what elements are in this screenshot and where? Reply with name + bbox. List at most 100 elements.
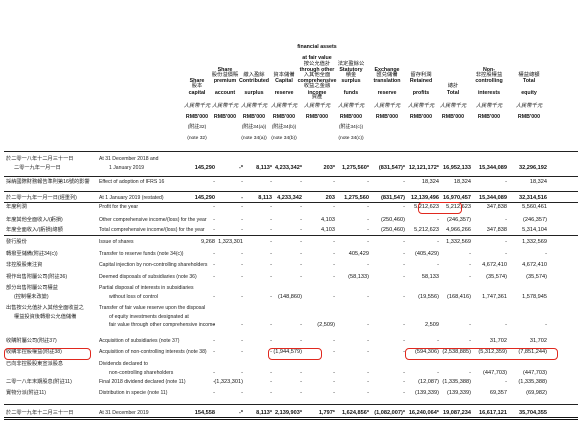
column-label-en: controlling [475,78,503,84]
table-cell: 32,296,192 [519,164,547,171]
table-cell: - [367,379,369,385]
row-label-zh: 實物分派(附註11) [6,390,46,396]
table-cell: 5,314,104 [522,227,547,233]
table-cell: 18,324 [421,179,439,185]
column-label-en: profits [412,89,430,96]
table-cell: - [213,293,215,300]
table-cell: - [437,239,439,245]
table-cell: - [367,322,369,328]
row-label-en: without loss of control [109,293,158,300]
table-cell: - [403,204,405,210]
row-label-zh: 二零一八年末期股息(附註11) [6,379,72,385]
table-cell: - [505,239,507,245]
table-cell: - [241,349,243,355]
row-label-zh: 於二零一九年一月一日(經重列) [6,195,77,201]
table-cell: 5,212,623 [414,227,439,233]
row-label-en: Partial disposal of interests in subsidi… [99,285,194,291]
column-label-en: Share [217,66,233,73]
row-label-en: Deemed disposals of subsidiaries (note 3… [99,274,197,280]
column-label-zh: 按公允值計入其他全面收益之金融資產 [303,61,331,100]
row-label-en: Other comprehensive income/(loss) for th… [99,217,207,223]
table-cell: (246,357) [523,217,547,223]
table-cell: - [505,217,507,223]
column-label-en: financial assets [297,43,337,50]
table-cell: - [300,179,302,185]
table-cell: - [241,262,243,268]
row-label-zh: 收購附屬公司(附註37) [6,338,57,344]
column-label-en: reserve [377,89,397,96]
column-note: (note 34(c)) [338,136,364,141]
highlight-capital-reserve [268,348,322,360]
table-cell: (1,082,007)* [374,410,405,416]
row-label-zh: 權益投資後轉撥公允值儲備 [14,313,77,320]
column-label-zh: 繳入盈餘 [243,72,265,78]
table-cell: - [403,338,405,344]
table-cell: 58,133 [421,274,439,280]
table-cell: 203* [323,164,335,171]
column-unit: RMB'000 [339,114,363,120]
row-label-zh: (控制權未改變) [14,293,49,300]
table-cell: - [300,217,302,223]
row-label-zh: 已向非控股股東宣派股息 [6,361,64,367]
table-cell: - [270,217,272,223]
row-label-en: Transfer of fair value reserve upon the … [99,305,206,311]
table-cell: - [333,251,335,257]
column-label-en: Contributed [238,78,269,84]
table-cell: - [300,338,302,344]
table-cell: - [270,204,272,210]
table-cell: (5,312,359) [478,349,507,355]
table-cell: 1,275,560* [341,164,369,171]
table-cell: - [300,369,302,376]
row-label-zh: 部分出售附屬公司權益 [6,285,58,291]
table-cell: - [333,379,335,385]
table-cell: 347,838 [486,204,507,210]
column-label-en: reserve [274,89,294,96]
table-cell: 5,560,461 [522,204,547,210]
table-cell: (831,547)* [378,164,405,171]
table-cell: - [367,179,369,185]
table-cell: (447,703) [483,369,507,376]
table-cell: -* [238,410,243,416]
table-cell: 1,323,301 [218,239,243,245]
table-rule [4,191,578,192]
column-unit: RMB'000 [185,114,209,120]
table-cell: - [403,179,405,185]
table-cell: - [241,338,243,344]
table-cell: - [367,338,369,344]
table-cell: - [403,322,405,328]
table-cell: - [367,293,369,300]
table-rule [4,151,578,152]
row-label-en: Dividends declared to [99,361,148,367]
row-label-zh: 年度利潤 [6,204,27,210]
column-unit: 人民幣千元 [303,103,331,109]
table-cell: - [505,251,507,257]
table-cell: 16,240,064* [408,410,439,416]
table-cell: - [213,349,215,355]
table-cell: - [300,251,302,257]
column-label-en: Exchange [374,66,400,73]
row-label-zh: 年度全面收入/(虧損)總額 [6,227,63,233]
table-cell: 8,113* [256,410,272,416]
table-cell: - [241,195,243,201]
table-cell: 1,332,569 [522,239,547,245]
row-label-en: Acquisition of non-controlling interests… [99,349,207,355]
table-cell: - [270,179,272,185]
table-cell: 16,617,121 [479,410,507,416]
table-cell: - [333,274,335,280]
table-cell: 4,103 [321,227,335,233]
table-rule [4,404,578,405]
table-cell: - [437,338,439,344]
table-cell: 8,113 [258,195,272,201]
column-label-en: at fair value [302,55,332,61]
table-cell: - [333,349,335,355]
highlight-acquisition-values [405,348,558,360]
column-label-en: Retained [409,78,433,84]
table-cell: - [300,390,302,396]
highlight-profit [418,202,462,214]
table-cell: - [469,322,471,328]
row-label-zh: 二零一九年一月一日 [14,164,61,171]
table-cell: 31,702 [489,338,507,344]
column-label-en: Share [189,78,205,84]
table-cell: 405,429 [348,251,369,257]
row-label-zh: 轉撥至儲備(附註34(c)) [6,251,58,257]
